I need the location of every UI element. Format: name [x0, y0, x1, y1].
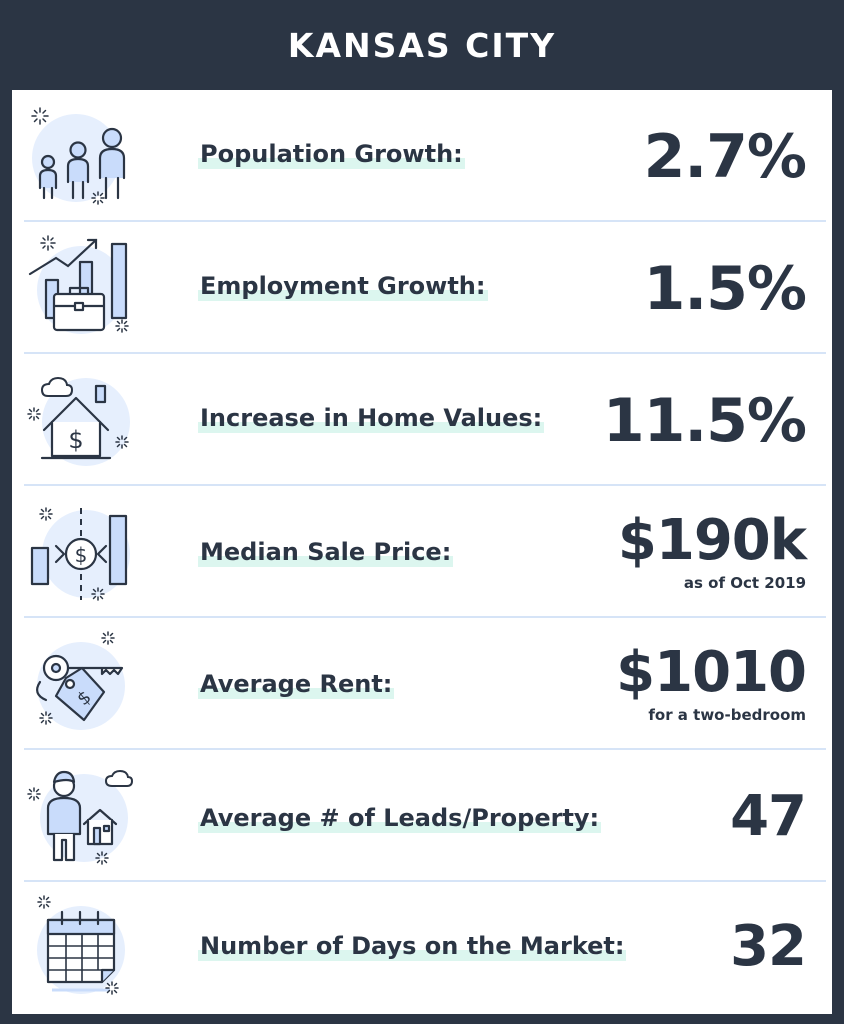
stat-note: for a two-bedroom: [648, 706, 806, 724]
divider: [24, 220, 826, 222]
stat-value: $1010: [616, 640, 807, 705]
stats-panel: Population Growth: 2.7%: [12, 90, 832, 1014]
key-tag-icon: $: [26, 628, 136, 738]
person-house-icon: [26, 760, 136, 870]
stat-label: Median Sale Price:: [198, 538, 454, 567]
header: KANSAS CITY: [0, 0, 844, 90]
stat-row-days-on-market: Number of Days on the Market: 32: [12, 882, 832, 1014]
stat-value: 47: [730, 784, 807, 849]
stat-row-home-values: $ Increase in Home Values: 11.5%: [12, 354, 832, 486]
stat-label: Average # of Leads/Property:: [198, 804, 602, 833]
divider: [24, 616, 826, 618]
stat-label: Number of Days on the Market:: [198, 932, 627, 961]
divider: [24, 484, 826, 486]
page-title: KANSAS CITY: [287, 25, 557, 65]
house-dollar-icon: $: [26, 364, 136, 474]
divider: [24, 880, 826, 882]
stat-row-population: Population Growth: 2.7%: [12, 90, 832, 222]
stat-row-average-rent: $ Average Rent: $1010 for a two-bedroom: [12, 618, 832, 750]
stat-value: $190k: [617, 508, 807, 573]
divider: [24, 748, 826, 750]
stat-value: 32: [730, 914, 807, 979]
stat-label: Average Rent:: [198, 670, 395, 699]
calendar-icon: [26, 892, 136, 1002]
stat-note: as of Oct 2019: [683, 574, 806, 592]
stat-value: 2.7%: [643, 122, 807, 192]
stat-label: Employment Growth:: [198, 272, 488, 301]
svg-text:$: $: [75, 543, 88, 567]
stat-value: 11.5%: [602, 386, 807, 456]
stat-row-employment: Employment Growth: 1.5%: [12, 222, 832, 354]
stat-value: 1.5%: [643, 254, 807, 324]
stat-row-median-price: $ Median Sale Price: $190k as of Oct 201…: [12, 486, 832, 618]
briefcase-growth-icon: [26, 232, 136, 342]
divider: [24, 352, 826, 354]
people-icon: [26, 100, 136, 210]
stat-row-leads: Average # of Leads/Property: 47: [12, 750, 832, 882]
stat-label: Population Growth:: [198, 140, 465, 169]
price-exchange-icon: $: [26, 496, 136, 606]
stat-label: Increase in Home Values:: [198, 404, 545, 433]
svg-text:$: $: [68, 426, 83, 454]
